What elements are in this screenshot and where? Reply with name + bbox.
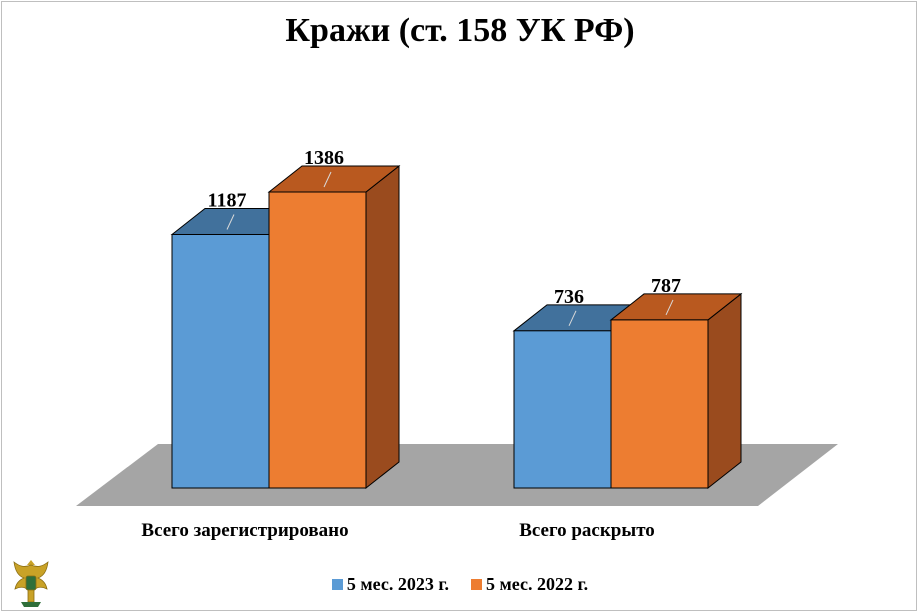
data-label: 787 <box>651 275 681 297</box>
bar-series-2023 <box>171 233 270 489</box>
data-label: 1187 <box>208 189 247 211</box>
data-label-leader <box>226 214 235 230</box>
bar-series-2022 <box>268 191 367 489</box>
bar-side-series-2022 <box>707 292 742 490</box>
data-label: 736 <box>554 286 584 308</box>
legend-item: 5 мес. 2022 г. <box>471 574 588 595</box>
bar-series-2022 <box>610 319 709 489</box>
double-headed-eagle-emblem-icon <box>13 560 49 607</box>
chart-title: Кражи (ст. 158 УК РФ) <box>285 12 635 49</box>
chart-legend: 5 мес. 2023 г. 5 мес. 2022 г. <box>0 574 920 595</box>
bar-series-2023 <box>513 330 612 489</box>
data-label-leader <box>665 299 674 316</box>
legend-item: 5 мес. 2023 г. <box>331 574 449 595</box>
data-label-leader <box>323 171 332 188</box>
legend-swatch <box>471 579 482 590</box>
data-label-leader <box>568 310 577 327</box>
bar-side-series-2022 <box>365 164 400 490</box>
legend-label: 5 мес. 2022 г. <box>486 574 589 594</box>
category-label: Всего раскрыто <box>519 520 655 541</box>
data-label: 1386 <box>304 147 344 169</box>
legend-label: 5 мес. 2023 г. <box>346 574 449 594</box>
category-label: Всего зарегистрировано <box>141 520 349 541</box>
legend-swatch <box>331 579 343 590</box>
